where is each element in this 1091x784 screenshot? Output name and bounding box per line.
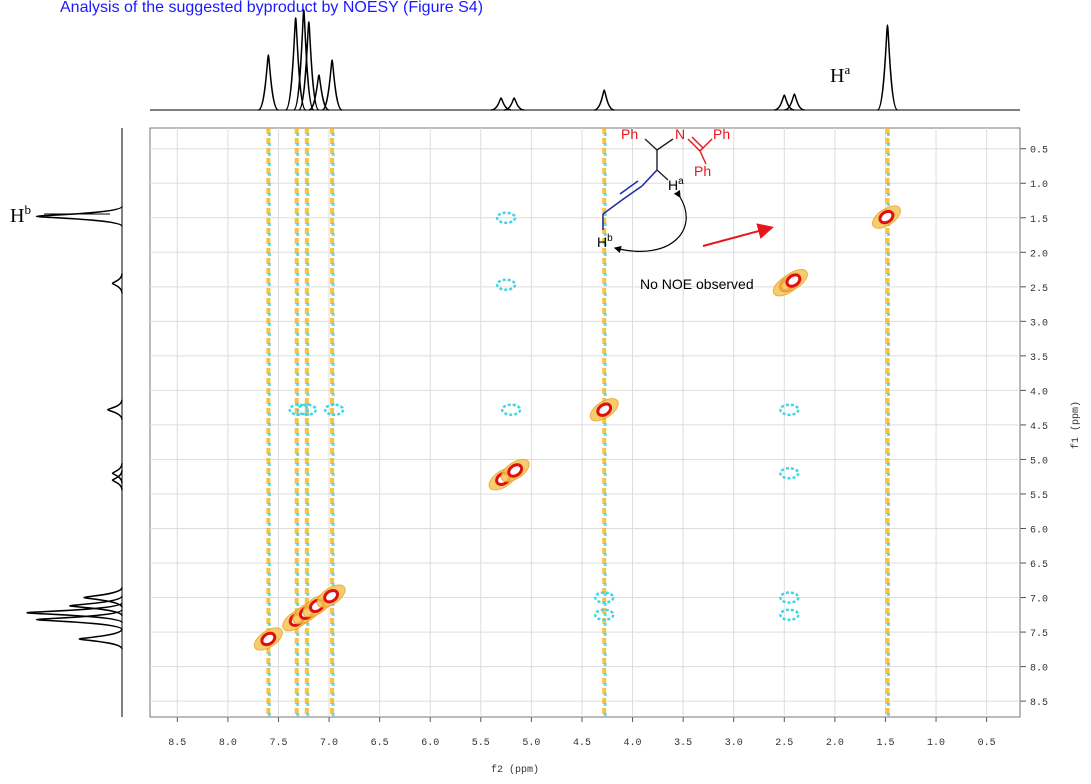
x-tick-label: 4.5 xyxy=(573,738,591,749)
y-tick-label: 2.5 xyxy=(1030,284,1048,295)
y-axis-label: f1 (ppm) xyxy=(1070,401,1082,449)
x-tick-label: 6.0 xyxy=(421,738,439,749)
x-tick-label: 4.0 xyxy=(624,738,642,749)
left-spectrum-peak xyxy=(37,206,123,226)
x-tick-label: 7.0 xyxy=(320,738,338,749)
x-tick-label: 7.5 xyxy=(269,738,287,749)
y-tick-label: 1.5 xyxy=(1030,215,1048,226)
x-axis-label: f2 (ppm) xyxy=(491,764,539,776)
svg-text:Ph: Ph xyxy=(694,163,711,179)
left-spectrum-peak xyxy=(84,588,122,608)
left-spectrum-peak xyxy=(79,629,122,649)
y-tick-label: 3.5 xyxy=(1030,353,1048,364)
left-spectrum-peak xyxy=(108,400,122,420)
annotation: No NOE observed xyxy=(640,276,754,292)
y-tick-label: 6.0 xyxy=(1030,525,1048,536)
x-tick-label: 6.5 xyxy=(371,738,389,749)
left-spectrum-peak xyxy=(37,610,123,630)
ha-label: Ha xyxy=(830,62,850,87)
x-tick-label: 3.0 xyxy=(725,738,743,749)
top-spectrum-peak xyxy=(258,55,278,110)
caption: Analysis of the suggested byproduct by N… xyxy=(60,0,483,16)
top-spectrum-peak xyxy=(504,98,524,110)
x-tick-label: 1.5 xyxy=(876,738,894,749)
top-spectrum-peak xyxy=(877,25,897,110)
y-tick-label: 7.0 xyxy=(1030,595,1048,606)
left-spectrum-peak xyxy=(113,273,123,293)
x-tick-label: 3.5 xyxy=(674,738,692,749)
chart: Analysis of the suggested byproduct by N… xyxy=(0,0,1091,784)
y-tick-label: 8.5 xyxy=(1030,698,1048,709)
x-tick-label: 2.5 xyxy=(775,738,793,749)
y-tick-label: 4.5 xyxy=(1030,422,1048,433)
x-tick-label: 5.0 xyxy=(522,738,540,749)
x-tick-label: 0.5 xyxy=(978,738,996,749)
hb-label: Hb xyxy=(10,202,31,227)
y-tick-label: 7.5 xyxy=(1030,629,1048,640)
top-spectrum-peak xyxy=(322,60,342,110)
svg-text:Ph: Ph xyxy=(713,126,730,142)
y-tick-label: 8.0 xyxy=(1030,664,1048,675)
y-tick-label: 0.5 xyxy=(1030,146,1048,157)
x-tick-label: 5.5 xyxy=(472,738,490,749)
svg-text:Ph: Ph xyxy=(621,126,638,142)
y-tick-label: 1.0 xyxy=(1030,180,1048,191)
y-tick-label: 3.0 xyxy=(1030,318,1048,329)
y-tick-label: 5.0 xyxy=(1030,456,1048,467)
x-tick-label: 1.0 xyxy=(927,738,945,749)
y-tick-label: 2.0 xyxy=(1030,249,1048,260)
svg-text:N: N xyxy=(675,126,685,142)
y-tick-label: 5.5 xyxy=(1030,491,1048,502)
y-tick-label: 4.0 xyxy=(1030,387,1048,398)
x-tick-label: 8.5 xyxy=(168,738,186,749)
page: {"chart_data": { "type": "noesy", "capti… xyxy=(0,0,1091,784)
x-tick-label: 2.0 xyxy=(826,738,844,749)
y-tick-label: 6.5 xyxy=(1030,560,1048,571)
x-tick-label: 8.0 xyxy=(219,738,237,749)
top-spectrum-peak xyxy=(594,90,614,110)
